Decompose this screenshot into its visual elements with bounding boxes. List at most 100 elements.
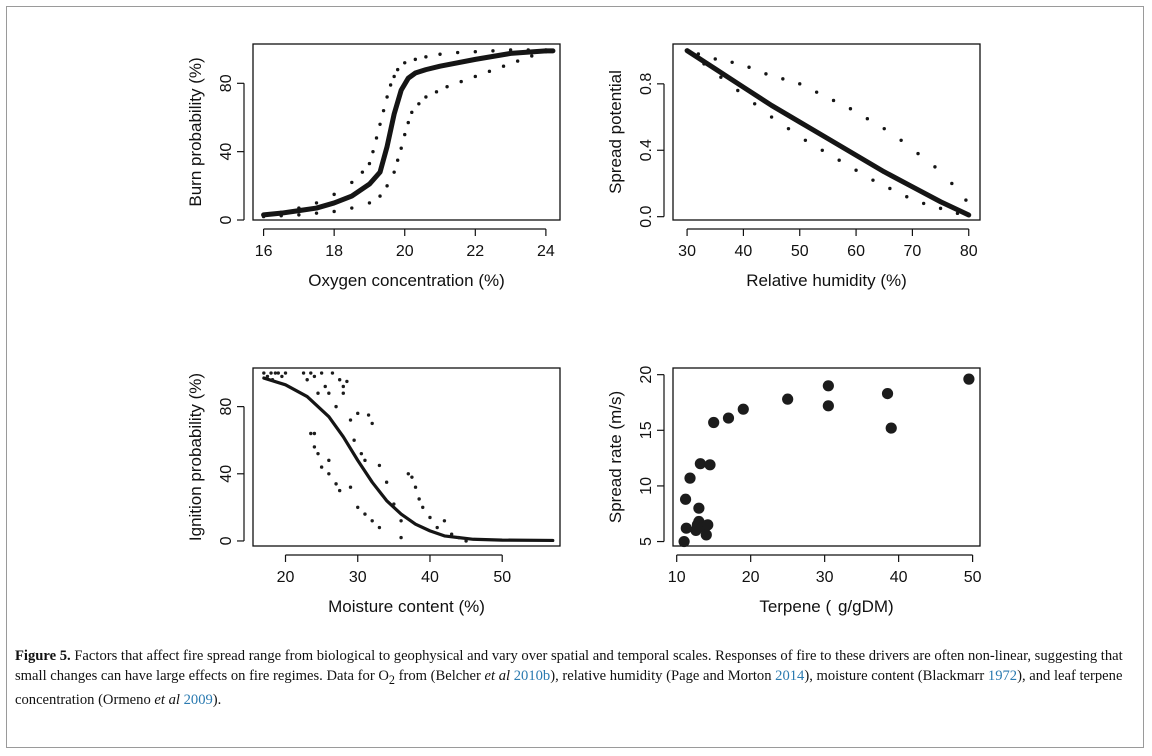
caption-ref-blackmarr[interactable]: 1972 (987, 668, 1018, 684)
bound-dot (360, 170, 365, 174)
data-point (881, 387, 894, 400)
x-tick-label: 50 (964, 569, 982, 586)
x-axis-label: Oxygen concentration (%) (308, 271, 505, 290)
data-point (276, 371, 280, 375)
y-tick-label: 40 (218, 143, 235, 161)
bound-dot (501, 64, 506, 68)
bound-dot (417, 102, 421, 106)
data-point (312, 431, 317, 436)
data-point (693, 502, 705, 514)
caption-ref-belcher[interactable]: 2010b (513, 668, 551, 684)
y-axis-label: Burn probability (%) (186, 57, 205, 206)
caption-ref-ormeno[interactable]: 2009 (183, 691, 213, 708)
caption-text-4: ), moisture content (Blackmarr (804, 668, 988, 684)
bound-dot (297, 206, 301, 210)
x-tick-label: 20 (396, 243, 414, 260)
y-tick-label: 0 (218, 536, 235, 545)
data-point (449, 532, 454, 536)
bound-dot (385, 184, 389, 188)
y-tick-label: 5 (638, 537, 655, 546)
x-axis-label: Relative humidity (%) (746, 271, 907, 290)
figure-caption: Figure 5. Factors that affect fire sprea… (15, 646, 1135, 710)
bound-dot (297, 213, 301, 217)
data-point (319, 371, 324, 375)
data-point (963, 373, 975, 385)
x-tick-label: 80 (960, 243, 978, 260)
data-point (337, 488, 342, 493)
caption-subscript: 2 (388, 672, 395, 687)
bound-dot (798, 82, 802, 86)
data-point (694, 458, 706, 470)
caption-text-6: ). (212, 691, 222, 708)
y-tick-label: 0.8 (638, 73, 655, 95)
data-point (269, 371, 273, 375)
fit-line (684, 48, 972, 218)
bound-dot (385, 95, 389, 99)
x-tick-label: 10 (668, 569, 686, 586)
data-point (702, 519, 714, 531)
data-point (679, 493, 692, 505)
bound-dot (473, 74, 478, 79)
caption-ref-page-morton[interactable]: 2014 (775, 668, 805, 684)
data-point (678, 535, 690, 548)
plot-frame (252, 43, 561, 221)
data-point (309, 431, 313, 436)
bound-dot (713, 57, 717, 61)
x-tick-label: 30 (678, 243, 696, 260)
x-tick-label: 40 (421, 569, 439, 586)
data-point (327, 472, 331, 476)
data-point (345, 379, 349, 384)
bound-dot (367, 201, 372, 205)
plot-frame (252, 367, 561, 547)
bound-dot (752, 102, 757, 106)
caption-text-5: ), and leaf terpene concentration (Ormen… (15, 668, 1123, 708)
bound-dot (381, 108, 386, 113)
figure-frame (6, 6, 1144, 748)
panel-humidity: 30 40 50 60 70 80 Relative humidity (%) 0.0 0.4 0… (606, 43, 981, 290)
bound-dot (378, 122, 382, 127)
bound-dot (736, 88, 740, 93)
bound-dot (933, 165, 937, 169)
bound-dot (487, 69, 492, 74)
data-point (370, 421, 374, 426)
bound-dot (747, 65, 751, 69)
bound-dot (831, 98, 836, 103)
data-point (399, 519, 403, 523)
bound-dot (434, 90, 439, 94)
bound-dot (508, 48, 513, 52)
data-point (410, 475, 414, 479)
bound-dot (350, 180, 354, 185)
data-point (312, 374, 317, 379)
x-tick-label: 40 (890, 569, 908, 586)
caption-etal-1: et al (484, 668, 511, 684)
x-tick-label: 50 (493, 569, 511, 586)
data-point (316, 451, 320, 456)
bound-dot (403, 132, 407, 137)
figure-panels: 16 18 20 22 24 Oxygen concentration (%) 0 40 80 B… (186, 43, 982, 616)
data-point (700, 529, 712, 541)
bound-dot (964, 198, 968, 202)
data-point (363, 458, 367, 463)
data-point (341, 384, 345, 389)
bound-dot (406, 120, 410, 125)
bound-dot (371, 149, 375, 154)
data-point (366, 413, 371, 417)
bound-dot (350, 206, 354, 210)
bound-dot (905, 195, 909, 199)
panel-oxygen: 16 18 20 22 24 Oxygen concentration (%) 0 40 80 B… (186, 43, 561, 290)
y-tick-label: 15 (638, 421, 655, 439)
bound-dot (455, 50, 460, 55)
bound-dot (459, 79, 463, 84)
x-tick-label: 30 (816, 569, 834, 586)
bound-dot (764, 72, 768, 76)
caption-text-2: from (Belcher (394, 668, 485, 684)
y-tick-label: 0.0 (638, 205, 655, 227)
data-point (348, 485, 353, 489)
panel-terpene: 10 20 30 40 50 Terpene ( g/gDM) 5 10 15 20 Spread … (606, 366, 982, 616)
data-point (417, 497, 421, 501)
bound-dot (921, 201, 926, 206)
data-point (782, 393, 794, 405)
bound-dot (392, 74, 396, 79)
bound-dot (702, 62, 706, 66)
bound-dot (769, 115, 774, 119)
